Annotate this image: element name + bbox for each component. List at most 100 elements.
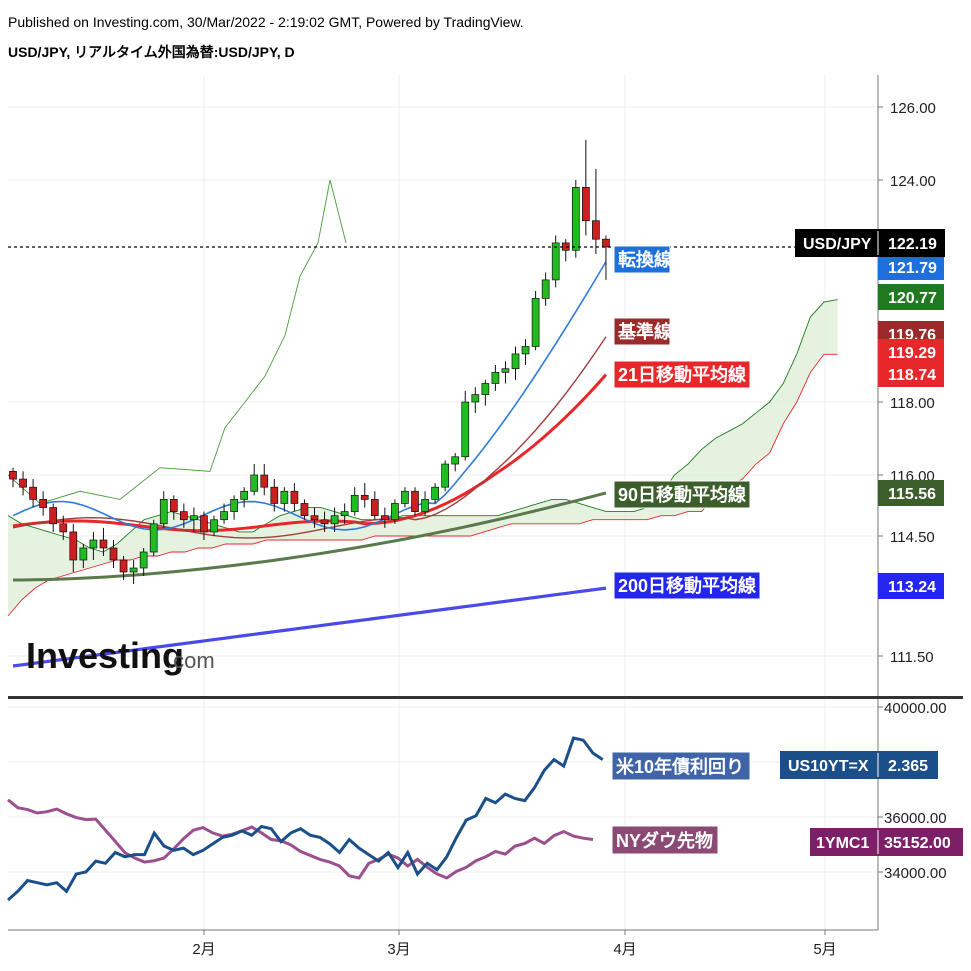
legend-基準線: 基準線 xyxy=(613,317,672,346)
candle xyxy=(501,361,510,384)
candle xyxy=(210,515,218,536)
candle-up xyxy=(431,486,439,500)
axis-badge-box xyxy=(878,339,944,365)
candle xyxy=(99,527,108,556)
candle-down xyxy=(260,474,269,488)
axis-badge-box xyxy=(878,284,944,310)
candle xyxy=(471,387,480,413)
candle xyxy=(59,515,68,540)
legend-label: 90日移動平均線 xyxy=(618,484,746,505)
axis-badge-value: 113.24 xyxy=(888,579,936,596)
axis-badge-value: 2.365 xyxy=(888,758,928,775)
candle xyxy=(29,479,37,508)
candle xyxy=(159,491,168,528)
candle xyxy=(129,560,138,584)
candle-down xyxy=(169,499,178,512)
legend-90日移動平均線: 90日移動平均線 xyxy=(613,480,751,509)
candle-up xyxy=(501,368,510,373)
y-tick-label-lower: 36000.00 xyxy=(884,810,947,827)
candle-up xyxy=(421,499,429,512)
candle-up xyxy=(481,383,490,395)
candle xyxy=(230,495,238,520)
chart-title: USD/JPY, リアルタイム外国為替:USD/JPY, D xyxy=(8,44,295,60)
candle-up xyxy=(551,242,560,281)
legend-box xyxy=(613,571,761,600)
x-tick-label: 2月 xyxy=(192,941,215,958)
candle xyxy=(200,511,208,540)
candle xyxy=(581,139,590,236)
y-tick-label: 124.00 xyxy=(890,173,936,190)
candle-up xyxy=(190,515,198,521)
candle xyxy=(19,471,27,496)
candle xyxy=(139,548,148,576)
candle xyxy=(149,519,158,556)
candle-down xyxy=(39,499,48,508)
candle-up xyxy=(541,279,550,299)
candle-up xyxy=(210,519,218,533)
candle-down xyxy=(310,515,319,521)
candle-down xyxy=(19,478,27,488)
candle xyxy=(350,487,359,516)
candle-down xyxy=(581,187,590,222)
line-ny-dow-futures xyxy=(7,798,594,880)
legend-box xyxy=(611,825,719,855)
axis-badge-value: 115.56 xyxy=(888,486,936,503)
candle xyxy=(441,460,449,492)
candle xyxy=(320,511,329,532)
price-badge-value: 122.19 xyxy=(888,236,937,253)
candle xyxy=(49,503,58,532)
candle-up xyxy=(471,394,480,403)
legend-box xyxy=(613,480,751,509)
candle-up xyxy=(139,551,148,569)
logo-text: Investing xyxy=(26,635,184,676)
axis-badge-box xyxy=(878,254,944,280)
axis-badge-span-b: 119.29 xyxy=(878,339,944,365)
candle xyxy=(401,487,409,508)
candle-up xyxy=(441,463,449,488)
line-us10y-yield xyxy=(7,736,604,902)
candle-up xyxy=(129,567,138,573)
candle-down xyxy=(290,490,299,504)
candle xyxy=(561,239,570,262)
candle xyxy=(9,467,17,488)
candle xyxy=(391,499,399,524)
axis-badge-value: 119.29 xyxy=(888,345,936,362)
candle xyxy=(491,365,500,391)
candle xyxy=(290,483,299,512)
candle-down xyxy=(109,547,118,561)
candle xyxy=(109,540,118,568)
candle-up xyxy=(280,490,289,504)
candle-down xyxy=(49,507,58,525)
candle xyxy=(270,479,279,512)
candle xyxy=(69,523,78,572)
axis-badge-us10y: US10YT=X 2.365 xyxy=(780,751,938,779)
axis-badge-value: 35152.00 xyxy=(884,835,951,852)
candle-up xyxy=(451,456,460,465)
candle xyxy=(330,507,339,532)
legend-転換線: 転換線 xyxy=(613,245,672,274)
axis-badge-90日移動平均線: 115.56 xyxy=(878,480,944,506)
x-tick-label: 4月 xyxy=(613,941,636,958)
legend-label: 基準線 xyxy=(617,321,672,342)
candle xyxy=(260,464,269,496)
x-tick-label: 3月 xyxy=(387,941,410,958)
candle xyxy=(310,507,319,528)
axis-badge-span-a: 120.77 xyxy=(878,284,944,310)
legend-box xyxy=(611,751,751,781)
candle-up xyxy=(250,474,259,492)
candle xyxy=(481,379,490,406)
candle xyxy=(169,495,178,520)
legend-200日移動平均線: 200日移動平均線 xyxy=(613,571,761,600)
candle-up xyxy=(391,503,399,521)
y-tick-label-lower: 34000.00 xyxy=(884,865,947,882)
candle xyxy=(220,503,228,524)
axis-badge-21日移動平均線: 118.74 xyxy=(878,361,944,387)
candle xyxy=(190,507,198,532)
legend-label: 200日移動平均線 xyxy=(618,575,756,596)
axis-badge-200日移動平均線: 113.24 xyxy=(878,573,944,599)
logo-suffix: .com xyxy=(167,648,215,673)
y-tick-label: 126.00 xyxy=(890,100,936,117)
candle-down xyxy=(602,238,610,248)
chikou-span-line xyxy=(7,179,347,504)
